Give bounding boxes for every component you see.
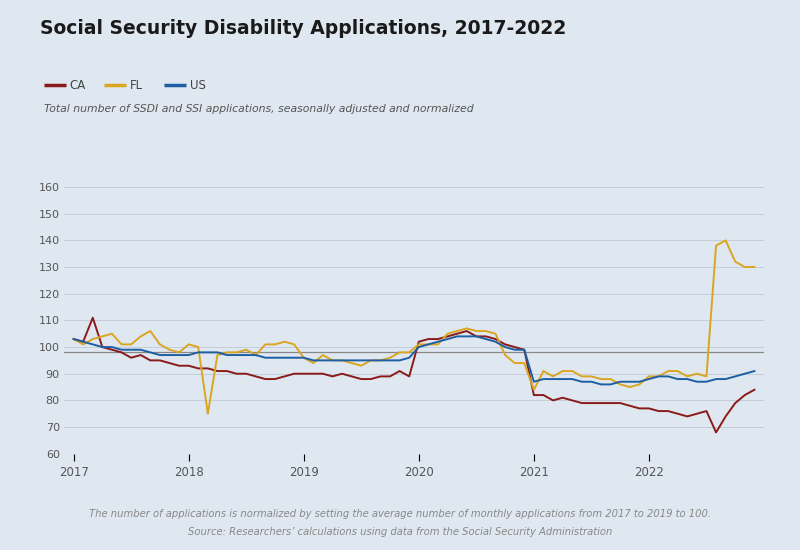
Text: Social Security Disability Applications, 2017-2022: Social Security Disability Applications,… <box>40 19 566 39</box>
Text: The number of applications is normalized by setting the average number of monthl: The number of applications is normalized… <box>89 509 711 519</box>
Text: CA: CA <box>70 79 86 92</box>
Text: US: US <box>190 79 206 92</box>
Text: Total number of SSDI and SSI applications, seasonally adjusted and normalized: Total number of SSDI and SSI application… <box>44 104 474 114</box>
Text: Source: Researchers’ calculations using data from the Social Security Administra: Source: Researchers’ calculations using … <box>188 527 612 537</box>
Text: FL: FL <box>130 79 142 92</box>
